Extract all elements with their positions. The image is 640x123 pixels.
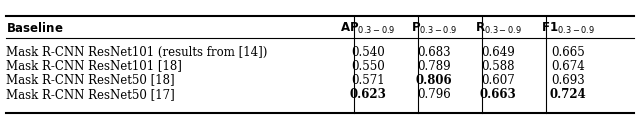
Text: 0.796: 0.796 [417,89,451,101]
Text: $\mathbf{Baseline}$: $\mathbf{Baseline}$ [6,21,64,35]
Text: 0.571: 0.571 [351,74,385,86]
Text: $\mathbf{F1}_{0.3-0.9}$: $\mathbf{F1}_{0.3-0.9}$ [541,20,595,36]
Text: $\mathbf{AP}_{0.3-0.9}$: $\mathbf{AP}_{0.3-0.9}$ [340,20,396,36]
Text: Mask R-CNN ResNet101 (results from [14]): Mask R-CNN ResNet101 (results from [14]) [6,46,268,59]
Text: Mask R-CNN ResNet50 [17]: Mask R-CNN ResNet50 [17] [6,89,175,101]
Text: 0.550: 0.550 [351,60,385,72]
Text: 0.607: 0.607 [481,74,515,86]
Text: 0.683: 0.683 [417,46,451,59]
Text: 0.724: 0.724 [550,89,587,101]
Text: 0.540: 0.540 [351,46,385,59]
Text: Mask R-CNN ResNet50 [18]: Mask R-CNN ResNet50 [18] [6,74,175,86]
Text: 0.665: 0.665 [552,46,585,59]
Text: 0.806: 0.806 [415,74,452,86]
Text: 0.649: 0.649 [481,46,515,59]
Text: 0.693: 0.693 [552,74,585,86]
Text: 0.588: 0.588 [481,60,515,72]
Text: 0.623: 0.623 [349,89,387,101]
Text: 0.789: 0.789 [417,60,451,72]
Text: Mask R-CNN ResNet101 [18]: Mask R-CNN ResNet101 [18] [6,60,182,72]
Text: $\mathbf{P}_{0.3-0.9}$: $\mathbf{P}_{0.3-0.9}$ [411,20,457,36]
Text: $\mathbf{R}_{0.3-0.9}$: $\mathbf{R}_{0.3-0.9}$ [474,20,522,36]
Text: 0.674: 0.674 [552,60,585,72]
Text: 0.663: 0.663 [479,89,516,101]
